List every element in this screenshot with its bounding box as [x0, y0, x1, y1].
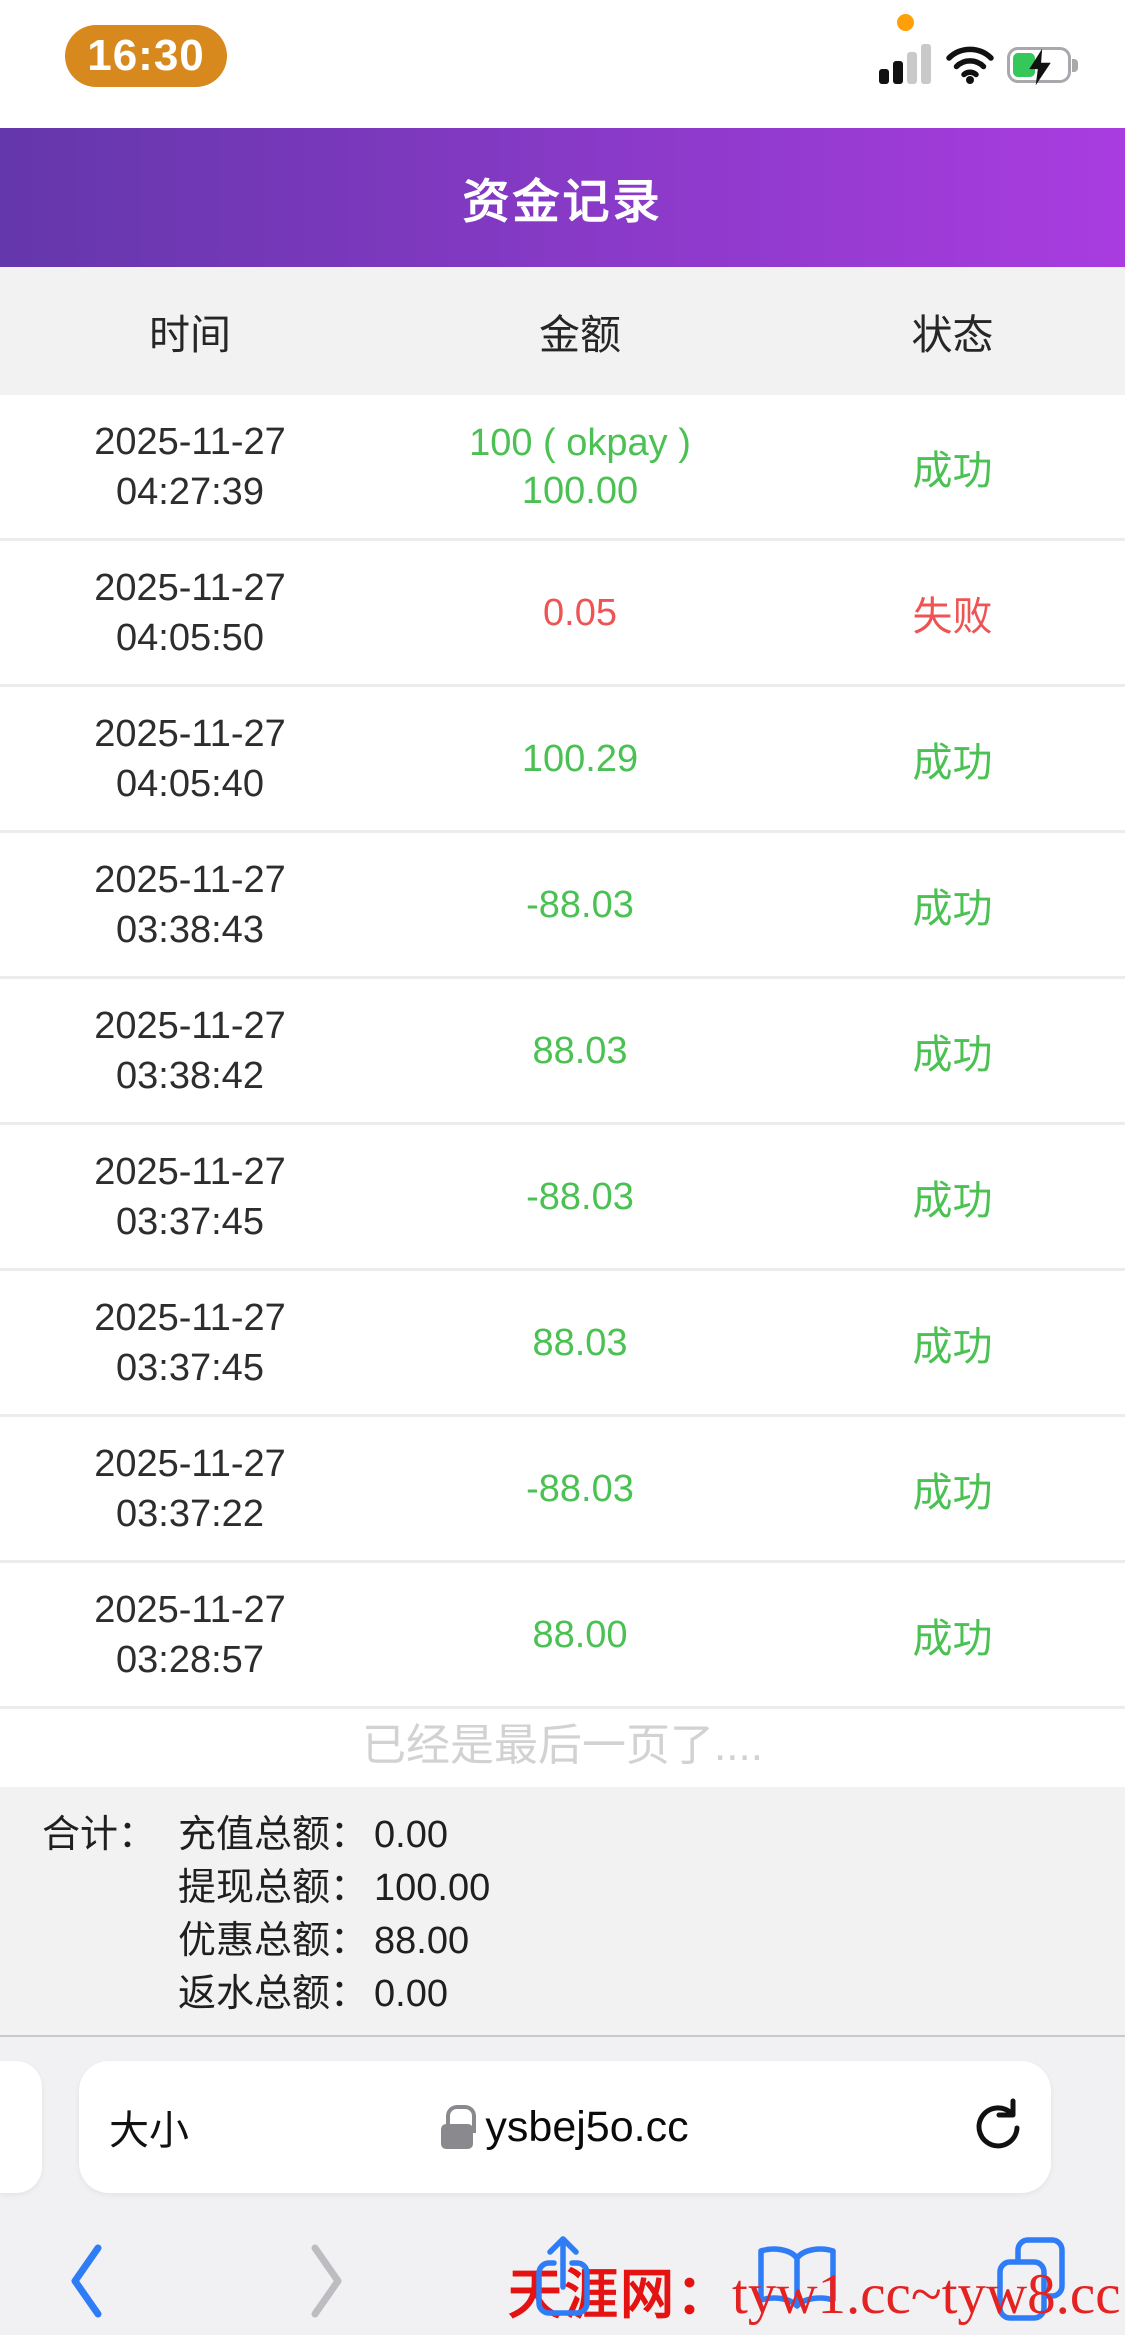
url-area[interactable]: ysbej5o.cc — [441, 2102, 689, 2152]
row-time: 2025-11-27 03:37:45 — [94, 1296, 286, 1389]
summary-item-value: 0.00 — [374, 1973, 448, 2015]
lock-icon — [441, 2105, 477, 2149]
table-row: 2025-11-27 03:37:45 -88.03 成功 — [0, 1125, 1125, 1271]
row-status: 成功 — [912, 886, 993, 931]
address-bar[interactable]: 大小 ysbej5o.cc — [79, 2061, 1051, 2193]
summary-item: 返水总额： 0.00 — [178, 1968, 490, 2021]
row-amount: 88.03 — [532, 1029, 628, 1072]
funds-record-table: 时间 金额 状态 2025-11-27 04:27:39 100 ( okpay )… — [0, 267, 1125, 2035]
cellular-signal-icon — [879, 44, 935, 84]
row-amount: -88.03 — [526, 1467, 634, 1510]
status-bar: 16:30 — [0, 0, 1125, 128]
reload-button[interactable] — [969, 2097, 1025, 2157]
summary-item-value: 0.00 — [374, 1814, 448, 1856]
row-status: 成功 — [912, 1324, 993, 1369]
row-status: 成功 — [912, 740, 993, 785]
row-time: 2025-11-27 03:28:57 — [94, 1588, 286, 1681]
time-pill[interactable]: 16:30 — [65, 25, 227, 87]
summary-item: 优惠总额： 88.00 — [178, 1915, 490, 1968]
browser-back-button[interactable] — [68, 2243, 104, 2319]
summary-item-label: 提现总额： — [178, 1867, 369, 1909]
row-status: 失败 — [912, 594, 993, 639]
row-status: 成功 — [912, 1616, 993, 1661]
row-status: 成功 — [912, 1032, 993, 1077]
wifi-icon — [946, 46, 994, 84]
table-row: 2025-11-27 04:27:39 100 ( okpay ) 100.00 成功 — [0, 395, 1125, 541]
row-amount: 100.29 — [521, 737, 639, 780]
table-row: 2025-11-27 03:38:43 -88.03 成功 — [0, 833, 1125, 979]
row-amount: 100 ( okpay ) 100.00 — [469, 421, 691, 512]
row-status: 成功 — [912, 448, 993, 493]
share-button[interactable] — [533, 2231, 593, 2323]
browser-chrome: 大小 ysbej5o.cc — [0, 2035, 1125, 2335]
summary-item: 提现总额： 100.00 — [178, 1862, 490, 1915]
row-time: 2025-11-27 03:38:42 — [94, 1004, 286, 1097]
table-row: 2025-11-27 03:38:42 88.03 成功 — [0, 979, 1125, 1125]
summary-items: 充值总额： 0.00 提现总额： 100.00 优惠总额： 88.00 返水总额： 0.00 — [178, 1809, 490, 2035]
table-row: 2025-11-27 03:37:45 88.03 成功 — [0, 1271, 1125, 1417]
table-row: 2025-11-27 04:05:50 0.05 失败 — [0, 541, 1125, 687]
bookmarks-button[interactable] — [753, 2243, 841, 2313]
row-status: 成功 — [912, 1178, 993, 1223]
watermark: 天涯网：tyw1.cc~tyw8.cc — [508, 2250, 1121, 2329]
tabs-button[interactable] — [996, 2236, 1066, 2322]
row-amount: 0.05 — [543, 591, 617, 634]
summary-item-label: 充值总额： — [178, 1814, 369, 1856]
row-amount: -88.03 — [526, 883, 634, 926]
table-row: 2025-11-27 03:37:22 -88.03 成功 — [0, 1417, 1125, 1563]
summary-item-value: 88.00 — [374, 1920, 470, 1962]
table-body: 2025-11-27 04:27:39 100 ( okpay ) 100.00 成功 2… — [0, 395, 1125, 1709]
table-header: 时间 金额 状态 — [0, 267, 1125, 395]
charging-bolt-icon — [1029, 48, 1051, 86]
row-status: 成功 — [912, 1470, 993, 1515]
col-header-status: 状态 — [911, 312, 994, 358]
row-time: 2025-11-27 03:37:22 — [94, 1442, 286, 1535]
table-row: 2025-11-27 03:28:57 88.00 成功 — [0, 1563, 1125, 1709]
row-time: 2025-11-27 04:05:50 — [94, 566, 286, 659]
notification-dot-icon — [897, 14, 914, 31]
app-header: 资金记录 — [0, 128, 1125, 358]
summary-item-label: 优惠总额： — [178, 1920, 369, 1962]
summary-item-label: 返水总额： — [178, 1973, 369, 2015]
browser-forward-button[interactable] — [309, 2243, 345, 2319]
row-time: 2025-11-27 03:38:43 — [94, 858, 286, 951]
url-text: ysbej5o.cc — [485, 2102, 689, 2151]
page-title: 资金记录 — [462, 175, 663, 228]
end-of-list-message: 已经是最后一页了.... — [0, 1709, 1125, 1787]
text-size-button[interactable]: 大小 — [109, 2109, 189, 2153]
row-amount: 88.03 — [532, 1321, 628, 1364]
col-header-time: 时间 — [149, 312, 231, 358]
summary-panel: 合计： 充值总额： 0.00 提现总额： 100.00 优惠总额： 88.00 返水总额： 0… — [0, 1787, 1125, 2035]
summary-item: 充值总额： 0.00 — [178, 1809, 490, 1862]
table-row: 2025-11-27 04:05:40 100.29 成功 — [0, 687, 1125, 833]
watermark-urls: tyw1.cc~tyw8.cc — [732, 2263, 1121, 2326]
row-amount: 88.00 — [532, 1613, 628, 1656]
summary-total-label: 合计： — [42, 1814, 157, 1856]
previous-tab-peek[interactable] — [0, 2061, 42, 2193]
row-amount: -88.03 — [526, 1175, 634, 1218]
row-time: 2025-11-27 04:05:40 — [94, 712, 286, 805]
summary-item-value: 100.00 — [374, 1867, 491, 1909]
col-header-amount: 金额 — [539, 312, 621, 358]
row-time: 2025-11-27 04:27:39 — [94, 420, 286, 513]
row-time: 2025-11-27 03:37:45 — [94, 1150, 286, 1243]
status-time: 16:30 — [87, 31, 205, 80]
battery-icon — [1007, 47, 1078, 86]
battery-level — [1013, 53, 1035, 77]
